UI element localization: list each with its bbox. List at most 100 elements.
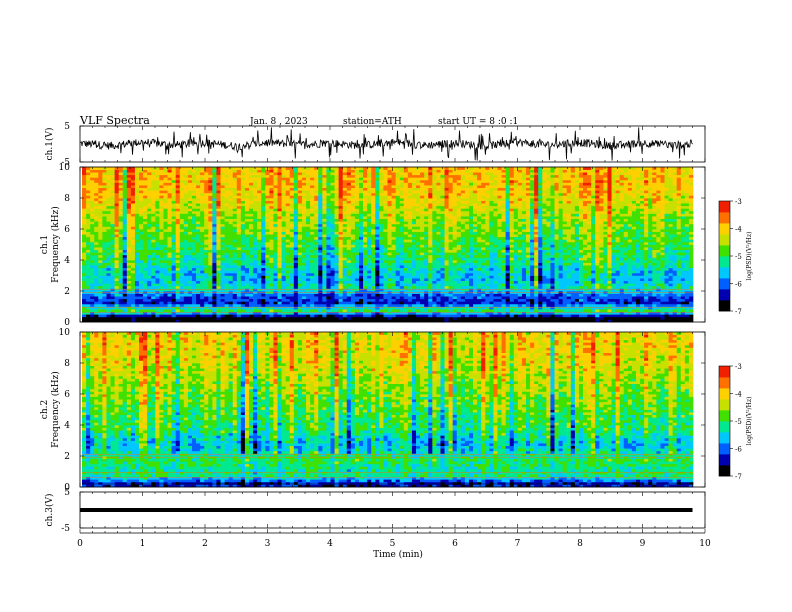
spec1-cell bbox=[407, 270, 413, 274]
spec1-cell bbox=[383, 309, 388, 313]
spec1-cell bbox=[583, 270, 588, 274]
spec1-cell bbox=[293, 303, 299, 307]
spec1-cell bbox=[428, 260, 433, 263]
spec1-cell bbox=[289, 288, 295, 292]
spec1-cell bbox=[371, 301, 376, 305]
spec1-cell bbox=[322, 275, 327, 279]
spec1-cell bbox=[521, 319, 527, 323]
spec1-cell bbox=[334, 278, 339, 282]
spec1-cell bbox=[257, 241, 262, 245]
spec1-cell bbox=[452, 239, 458, 243]
spec1-cell bbox=[236, 254, 242, 258]
spec1-cell bbox=[253, 288, 258, 292]
spec1-cell bbox=[603, 260, 608, 263]
spec1-cell bbox=[277, 309, 282, 313]
spec1-cell bbox=[216, 272, 221, 276]
spec1-cell bbox=[407, 275, 413, 279]
spec1-cell bbox=[485, 288, 490, 292]
spec1-cell bbox=[554, 254, 559, 258]
spec1-cell bbox=[110, 275, 115, 279]
spec1-cell bbox=[293, 275, 299, 279]
spec1-cell bbox=[403, 319, 409, 323]
spec1-cell bbox=[110, 272, 115, 276]
spec1-cell bbox=[130, 285, 136, 289]
spec1-cell bbox=[196, 306, 201, 310]
spec1-cell bbox=[126, 306, 132, 310]
spec1-cell bbox=[143, 241, 148, 245]
spec1-cell bbox=[293, 244, 299, 248]
spec1-cell bbox=[118, 272, 124, 276]
spec1-cell bbox=[672, 241, 678, 245]
spec1-cell bbox=[346, 278, 352, 282]
spec1-cell bbox=[656, 257, 661, 261]
spec1-cell bbox=[525, 239, 531, 243]
spec1-cell bbox=[485, 239, 490, 243]
spec1-cell bbox=[354, 309, 360, 313]
spec1-cell bbox=[228, 288, 234, 292]
spec1-cell bbox=[98, 236, 103, 240]
spec1-cell bbox=[583, 316, 588, 320]
spec1-cell bbox=[204, 252, 209, 256]
spec1-cell bbox=[623, 311, 629, 315]
spec1-cell bbox=[191, 241, 197, 245]
spec1-cell bbox=[607, 254, 612, 258]
spec1-cell bbox=[118, 298, 124, 302]
spec1-cell bbox=[611, 314, 616, 318]
spec1-cell bbox=[660, 293, 665, 297]
spec1-cell bbox=[114, 265, 120, 269]
spec1-cell bbox=[391, 301, 396, 305]
spec1-cell bbox=[656, 298, 661, 302]
spec1-cell bbox=[485, 265, 490, 269]
spec1-cell bbox=[456, 249, 462, 253]
spec1-cell bbox=[444, 293, 449, 297]
spec1-cell bbox=[420, 249, 425, 253]
spec1-cell bbox=[411, 270, 417, 274]
spec1-cell bbox=[432, 285, 437, 289]
spec1-cell bbox=[261, 298, 266, 302]
spec1-cell bbox=[358, 306, 364, 310]
spec1-cell bbox=[363, 252, 368, 256]
spec1-cell bbox=[648, 247, 653, 251]
spec1-cell bbox=[232, 236, 238, 240]
spec1-cell bbox=[403, 298, 409, 302]
spec1-cell bbox=[558, 311, 563, 315]
spec1-cell bbox=[420, 257, 425, 261]
spec1-cell bbox=[566, 311, 572, 315]
spec1-cell bbox=[171, 275, 177, 279]
spec1-cell bbox=[623, 260, 629, 263]
spec1-cell bbox=[534, 272, 539, 276]
spec1-cell bbox=[354, 319, 360, 323]
spec1-cell bbox=[542, 288, 547, 292]
spec1-cell bbox=[167, 301, 172, 305]
spec1-cell bbox=[562, 241, 568, 245]
spec1-cell bbox=[167, 241, 172, 245]
spec1-cell bbox=[253, 257, 258, 261]
spec1-cell bbox=[297, 252, 303, 256]
spec1-cell bbox=[301, 275, 307, 279]
spec1-cell bbox=[269, 257, 274, 261]
spec1-cell bbox=[310, 254, 315, 258]
spec1-cell bbox=[407, 301, 413, 305]
spec1-cell bbox=[619, 280, 625, 284]
spec1-cell bbox=[338, 319, 344, 323]
spec1-cell bbox=[538, 296, 543, 300]
spec1-cell bbox=[216, 260, 221, 263]
spec1-cell bbox=[257, 244, 262, 248]
spec1-cell bbox=[391, 247, 396, 251]
spec1-cell bbox=[672, 285, 678, 289]
spec1-cell bbox=[110, 265, 115, 269]
spec1-cell bbox=[473, 285, 478, 289]
spec1-cell bbox=[599, 247, 604, 251]
spec1-cell bbox=[273, 296, 278, 300]
spec1-cell bbox=[134, 296, 140, 300]
spec1-cell bbox=[391, 244, 396, 248]
spec1-cell bbox=[102, 272, 107, 276]
spec1-cell bbox=[534, 244, 539, 248]
spec1-cell bbox=[232, 249, 238, 253]
wave1-ytick-label: 5 bbox=[64, 122, 70, 132]
spec1-cell bbox=[273, 298, 278, 302]
spec1-cell bbox=[424, 254, 429, 258]
spec1-cell bbox=[664, 319, 669, 323]
spec1-cell bbox=[497, 254, 502, 258]
spec1-cell bbox=[635, 283, 641, 287]
